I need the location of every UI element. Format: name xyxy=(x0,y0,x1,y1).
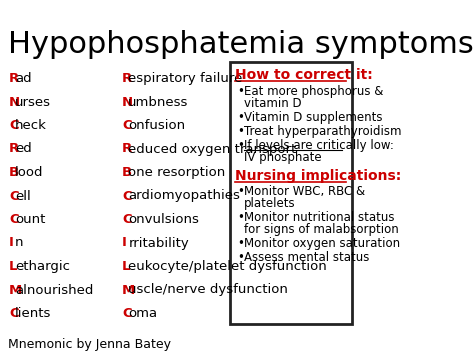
Text: R: R xyxy=(122,142,132,155)
Text: IV phosphate: IV phosphate xyxy=(244,151,321,164)
Text: •: • xyxy=(237,125,245,138)
Text: L: L xyxy=(9,260,18,273)
Text: ell: ell xyxy=(15,190,31,202)
Text: Monitor oxygen saturation: Monitor oxygen saturation xyxy=(244,237,400,250)
Text: M: M xyxy=(9,284,22,296)
Text: Hypophosphatemia symptoms:: Hypophosphatemia symptoms: xyxy=(8,30,474,59)
Text: I: I xyxy=(9,236,14,250)
Text: lood: lood xyxy=(15,166,44,179)
Text: C: C xyxy=(122,119,132,132)
Text: C: C xyxy=(9,190,18,202)
Text: Assess mental status: Assess mental status xyxy=(244,251,369,264)
Text: vitamin D: vitamin D xyxy=(244,97,301,110)
Text: Monitor WBC, RBC &: Monitor WBC, RBC & xyxy=(244,185,365,198)
Text: R: R xyxy=(122,72,132,85)
Text: •: • xyxy=(237,251,245,264)
Text: C: C xyxy=(9,213,18,226)
Text: ount: ount xyxy=(15,213,46,226)
Text: lients: lients xyxy=(15,307,52,320)
Text: N: N xyxy=(9,95,20,109)
Text: ardiomyopathies: ardiomyopathies xyxy=(128,190,240,202)
Text: eukocyte/platelet dysfunction: eukocyte/platelet dysfunction xyxy=(128,260,327,273)
Text: onfusion: onfusion xyxy=(128,119,185,132)
Text: uscle/nerve dysfunction: uscle/nerve dysfunction xyxy=(128,284,288,296)
Text: B: B xyxy=(122,166,132,179)
Text: Treat hyperparathyroidism: Treat hyperparathyroidism xyxy=(244,125,401,138)
Text: •: • xyxy=(237,139,245,152)
Text: R: R xyxy=(9,142,19,155)
Text: Eat more phosphorus &: Eat more phosphorus & xyxy=(244,85,383,98)
Text: Mnemonic by Jenna Batey: Mnemonic by Jenna Batey xyxy=(8,338,171,351)
Text: M: M xyxy=(122,284,136,296)
Text: C: C xyxy=(122,307,132,320)
Text: alnourished: alnourished xyxy=(15,284,93,296)
Text: L: L xyxy=(122,260,131,273)
Text: Nursing implications:: Nursing implications: xyxy=(235,169,401,183)
Text: n: n xyxy=(15,236,24,250)
Text: onvulsions: onvulsions xyxy=(128,213,199,226)
Text: •: • xyxy=(237,237,245,250)
Text: Monitor nutritional status: Monitor nutritional status xyxy=(244,211,394,224)
Text: R: R xyxy=(9,72,19,85)
Text: C: C xyxy=(122,213,132,226)
Text: •: • xyxy=(237,185,245,198)
Text: Vitamin D supplements: Vitamin D supplements xyxy=(244,111,382,124)
Text: heck: heck xyxy=(15,119,47,132)
Text: platelets: platelets xyxy=(244,197,295,210)
Text: •: • xyxy=(237,211,245,224)
Text: espiratory failure: espiratory failure xyxy=(128,72,243,85)
Text: C: C xyxy=(122,190,132,202)
FancyBboxPatch shape xyxy=(230,62,352,324)
Text: B: B xyxy=(9,166,19,179)
Text: for signs of malabsorption: for signs of malabsorption xyxy=(244,223,399,236)
Text: ethargic: ethargic xyxy=(15,260,70,273)
Text: umbness: umbness xyxy=(128,95,189,109)
Text: oma: oma xyxy=(128,307,157,320)
Text: ed: ed xyxy=(15,142,32,155)
Text: ad: ad xyxy=(15,72,32,85)
Text: C: C xyxy=(9,119,18,132)
Text: If levels are critically low:: If levels are critically low: xyxy=(244,139,393,152)
Text: •: • xyxy=(237,85,245,98)
Text: C: C xyxy=(9,307,18,320)
Text: rritability: rritability xyxy=(128,236,189,250)
Text: one resorption: one resorption xyxy=(128,166,226,179)
Text: educed oxygen transport: educed oxygen transport xyxy=(128,142,297,155)
Text: How to correct it:: How to correct it: xyxy=(235,68,373,82)
Text: •: • xyxy=(237,111,245,124)
Text: I: I xyxy=(122,236,127,250)
Text: N: N xyxy=(122,95,133,109)
Text: urses: urses xyxy=(15,95,51,109)
